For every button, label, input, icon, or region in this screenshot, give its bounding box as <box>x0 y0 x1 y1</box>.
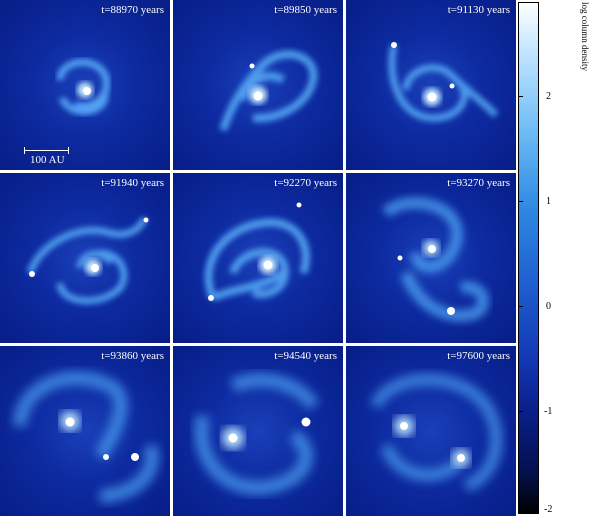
panel-4-image <box>26 216 149 305</box>
panel-9-image <box>370 373 503 492</box>
panel-4: t=91940 years <box>0 173 170 343</box>
panel-6-time-label: t=93270 years <box>447 177 510 189</box>
colorbar-title: log column density <box>580 2 590 71</box>
colorbar-tick-label: -2 <box>544 504 553 515</box>
panel-8: t=94540 years <box>173 346 343 516</box>
panel-1: t=88970 years 100 AU <box>0 0 170 170</box>
panel-4-time-label: t=91940 years <box>101 177 164 189</box>
panel-7-time-label: t=93860 years <box>101 350 164 362</box>
colorbar-tick-label: -1 <box>544 406 553 417</box>
grid-divider <box>343 0 346 516</box>
panel-9-time-label: t=97600 years <box>447 350 510 362</box>
colorbar-tick-label: 0 <box>546 301 551 312</box>
panel-6: t=93270 years <box>346 173 516 343</box>
panel-3-image <box>388 42 499 122</box>
panel-2: t=89850 years <box>173 0 343 170</box>
panel-6-image <box>381 197 490 322</box>
panel-2-image <box>219 50 318 132</box>
scale-bar <box>24 147 69 154</box>
grid-divider <box>170 0 173 516</box>
panel-2-time-label: t=89850 years <box>274 4 337 16</box>
panel-3-time-label: t=91130 years <box>447 4 510 16</box>
panel-5-image <box>204 202 311 302</box>
panel-1-time-label: t=88970 years <box>101 4 164 16</box>
simulation-panel-grid: t=88970 years 100 AU t=89850 years <box>0 0 516 516</box>
panel-3: t=91130 years <box>346 0 516 170</box>
scale-bar-label: 100 AU <box>30 154 65 166</box>
panel-1-image <box>56 58 110 116</box>
panel-8-time-label: t=94540 years <box>274 350 337 362</box>
grid-divider <box>0 343 516 346</box>
panel-5-time-label: t=92270 years <box>274 177 337 189</box>
panel-7: t=93860 years <box>0 346 170 516</box>
panel-7-image <box>13 371 159 503</box>
colorbar <box>518 2 539 514</box>
colorbar-tick-mark <box>518 306 523 307</box>
panel-5: t=92270 years <box>173 173 343 343</box>
colorbar-tick-label: 2 <box>546 91 551 102</box>
panel-9: t=97600 years <box>346 346 516 516</box>
panel-8-image <box>194 372 320 495</box>
colorbar-tick-label: 1 <box>546 196 551 207</box>
grid-divider <box>0 170 516 173</box>
colorbar-tick-mark <box>518 411 523 412</box>
colorbar-tick-mark <box>518 96 523 97</box>
colorbar-tick-mark <box>518 201 523 202</box>
